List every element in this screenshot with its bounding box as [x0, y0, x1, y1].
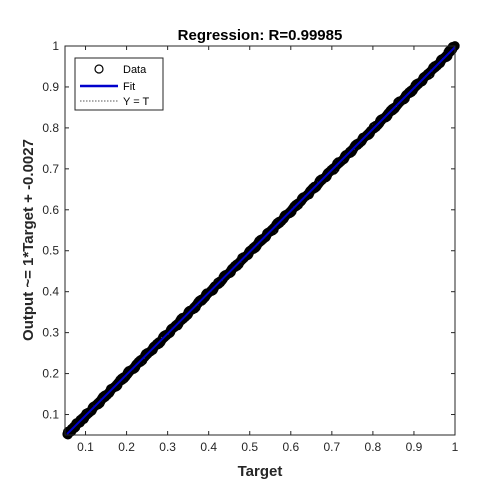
y-tick-label: 0.7 — [42, 162, 59, 176]
chart-title: Regression: R=0.99985 — [178, 27, 343, 44]
legend: Data Fit Y = T — [74, 57, 164, 111]
x-tick-label: 0.7 — [323, 440, 340, 454]
plot-area — [62, 41, 460, 440]
x-tick-label: 0.9 — [406, 440, 423, 454]
x-tick-label: 0.5 — [241, 440, 258, 454]
x-tick-label: 1 — [452, 440, 459, 454]
legend-label-fit: Fit — [123, 81, 135, 93]
x-tick-label: 0.3 — [159, 440, 176, 454]
legend-marker-data — [94, 64, 104, 74]
x-axis: 0.1 0.2 0.3 0.4 0.5 0.6 0.7 0.8 0.9 1 — [77, 46, 459, 454]
x-tick-label: 0.8 — [365, 440, 382, 454]
y-axis: 0.1 0.2 0.3 0.4 0.5 0.6 0.7 0.8 0.9 1 — [42, 39, 455, 422]
y-tick-label: 0.6 — [42, 203, 59, 217]
x-axis-title: Target — [238, 463, 283, 480]
y-tick-label: 0.3 — [42, 326, 59, 340]
plot-frame — [64, 45, 456, 436]
legend-box — [74, 57, 164, 111]
x-tick-label: 0.4 — [200, 440, 217, 454]
x-tick-label: 0.2 — [118, 440, 135, 454]
fit-line — [66, 46, 456, 435]
x-tick-label: 0.6 — [282, 440, 299, 454]
y-tick-label: 0.2 — [42, 367, 59, 381]
y-tick-label: 0.4 — [42, 285, 59, 299]
x-tick-label: 0.1 — [77, 440, 94, 454]
y-tick-label: 0.9 — [42, 80, 59, 94]
legend-label-data: Data — [123, 64, 147, 76]
y-axis-title: Output ~= 1*Target + -0.0027 — [20, 139, 37, 341]
y-tick-label: 0.8 — [42, 121, 59, 135]
legend-label-identity: Y = T — [123, 96, 149, 108]
y-tick-label: 0.1 — [42, 408, 59, 422]
y-tick-label: 0.5 — [42, 244, 59, 258]
y-tick-label: 1 — [52, 39, 59, 53]
